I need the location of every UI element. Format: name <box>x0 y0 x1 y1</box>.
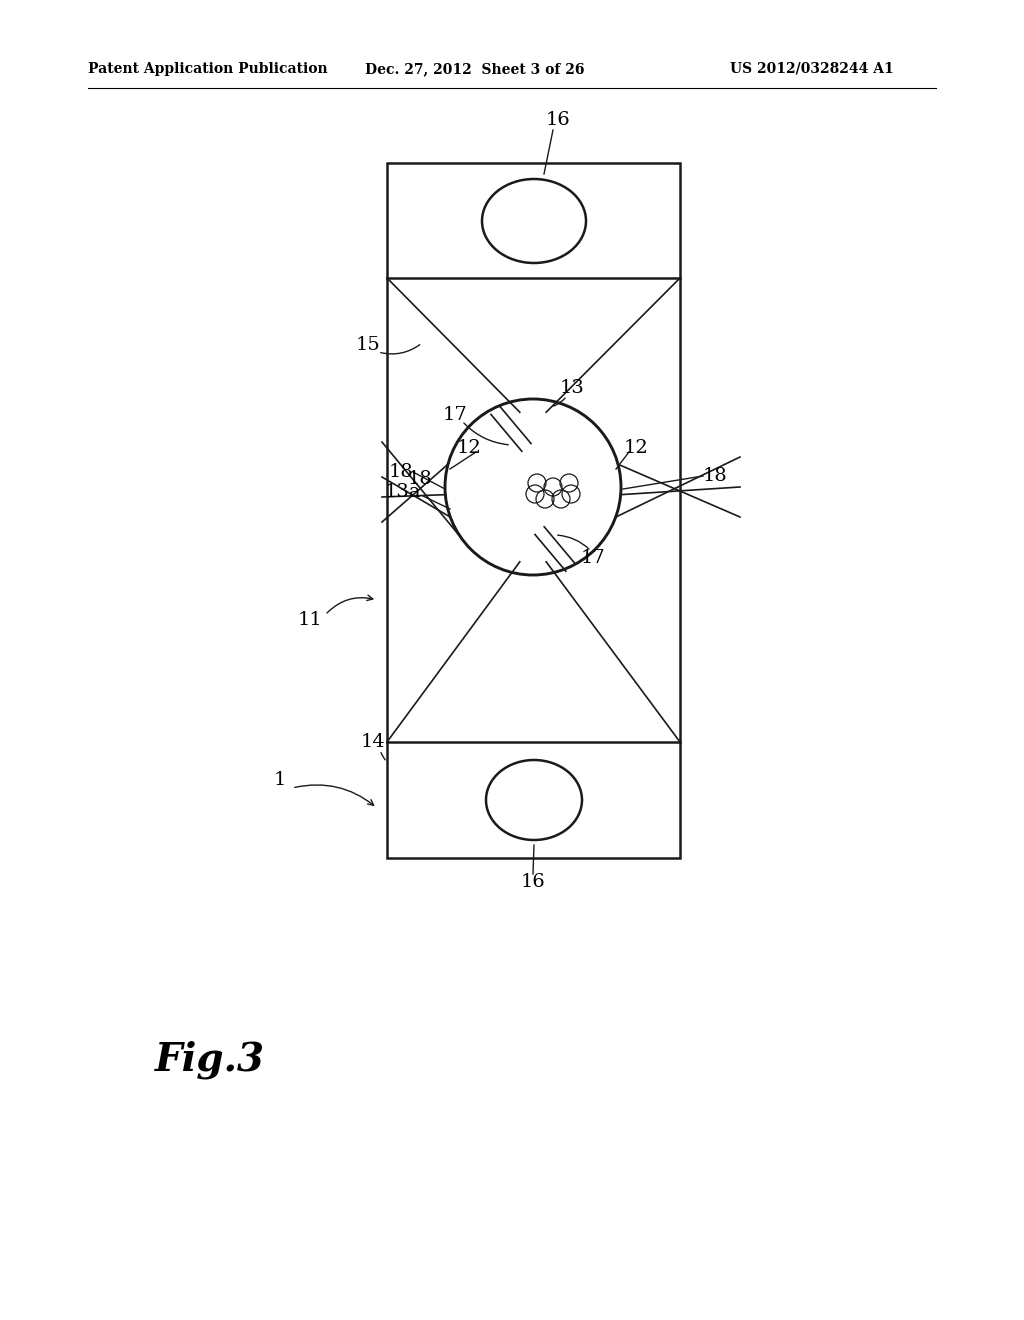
Text: 14: 14 <box>360 733 385 751</box>
Text: 11: 11 <box>298 611 323 630</box>
Bar <box>387 162 680 858</box>
Text: 16: 16 <box>546 111 570 129</box>
Text: 1: 1 <box>273 771 286 789</box>
Text: 12: 12 <box>457 440 481 457</box>
Text: Dec. 27, 2012  Sheet 3 of 26: Dec. 27, 2012 Sheet 3 of 26 <box>365 62 585 77</box>
Text: 17: 17 <box>581 549 605 568</box>
Text: 13: 13 <box>559 379 585 397</box>
Text: Patent Application Publication: Patent Application Publication <box>88 62 328 77</box>
Text: 13a: 13a <box>385 483 421 502</box>
Text: 16: 16 <box>520 873 546 891</box>
Text: 18: 18 <box>389 463 414 480</box>
Text: 17: 17 <box>442 407 467 424</box>
Text: 18: 18 <box>702 467 727 484</box>
Text: 12: 12 <box>624 440 648 457</box>
Text: 18: 18 <box>408 470 432 488</box>
Text: 15: 15 <box>355 337 380 354</box>
Text: US 2012/0328244 A1: US 2012/0328244 A1 <box>730 62 894 77</box>
Text: Fig.3: Fig.3 <box>155 1040 265 1080</box>
